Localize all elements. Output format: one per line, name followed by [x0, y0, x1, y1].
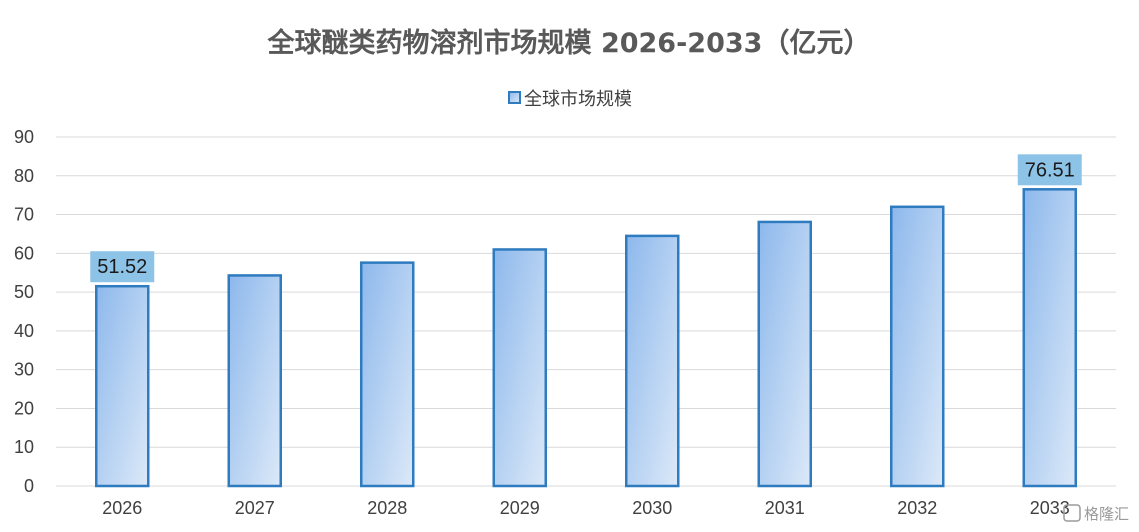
watermark: 格隆汇 — [1063, 504, 1129, 523]
x-tick-label: 2026 — [102, 498, 142, 518]
data-label: 76.51 — [1025, 159, 1075, 181]
data-label: 51.52 — [97, 256, 147, 278]
watermark-logo-icon — [1063, 504, 1081, 522]
watermark-text: 格隆汇 — [1084, 505, 1129, 523]
x-tick-label: 2032 — [897, 498, 937, 518]
legend-label: 全球市场规模 — [524, 89, 632, 110]
data-labels: 51.52 76.51 — [90, 154, 1082, 283]
bar — [890, 205, 945, 488]
bar — [360, 261, 415, 488]
bar — [625, 234, 680, 488]
y-tick-label: 50 — [14, 282, 34, 302]
y-tick-label: 20 — [14, 398, 34, 418]
legend-swatch — [508, 91, 521, 104]
y-tick-label: 30 — [14, 360, 34, 380]
x-tick-label: 2030 — [632, 498, 672, 518]
y-tick-label: 10 — [14, 437, 34, 457]
y-tick-label: 70 — [14, 205, 34, 225]
bar — [492, 248, 547, 488]
y-tick-label: 90 — [14, 127, 34, 147]
bar — [757, 220, 812, 488]
x-tick-label: 2029 — [500, 498, 540, 518]
grid-lines — [56, 136, 1116, 487]
bar — [1022, 188, 1077, 488]
x-tick-label: 2028 — [367, 498, 407, 518]
chart-title: 全球醚类药物溶剂市场规模 2026-2033（亿元） — [267, 27, 871, 59]
y-tick-label: 60 — [14, 243, 34, 263]
bars — [95, 188, 1077, 488]
data-label-box — [90, 251, 155, 283]
x-tick-label: 2031 — [765, 498, 805, 518]
x-tick-label: 2027 — [235, 498, 275, 518]
bar — [227, 274, 282, 488]
y-tick-label: 80 — [14, 166, 34, 186]
legend: 全球市场规模 — [508, 89, 632, 110]
y-tick-label: 40 — [14, 321, 34, 341]
y-tick-label: 0 — [24, 476, 34, 496]
bar — [95, 284, 150, 488]
x-axis: 2026 2027 2028 2029 2030 2031 2032 2033 — [102, 498, 1070, 518]
data-label-box — [1017, 154, 1082, 186]
y-axis: 0 10 20 30 40 50 60 70 80 90 — [14, 127, 34, 496]
x-tick-label: 2033 — [1030, 498, 1070, 518]
